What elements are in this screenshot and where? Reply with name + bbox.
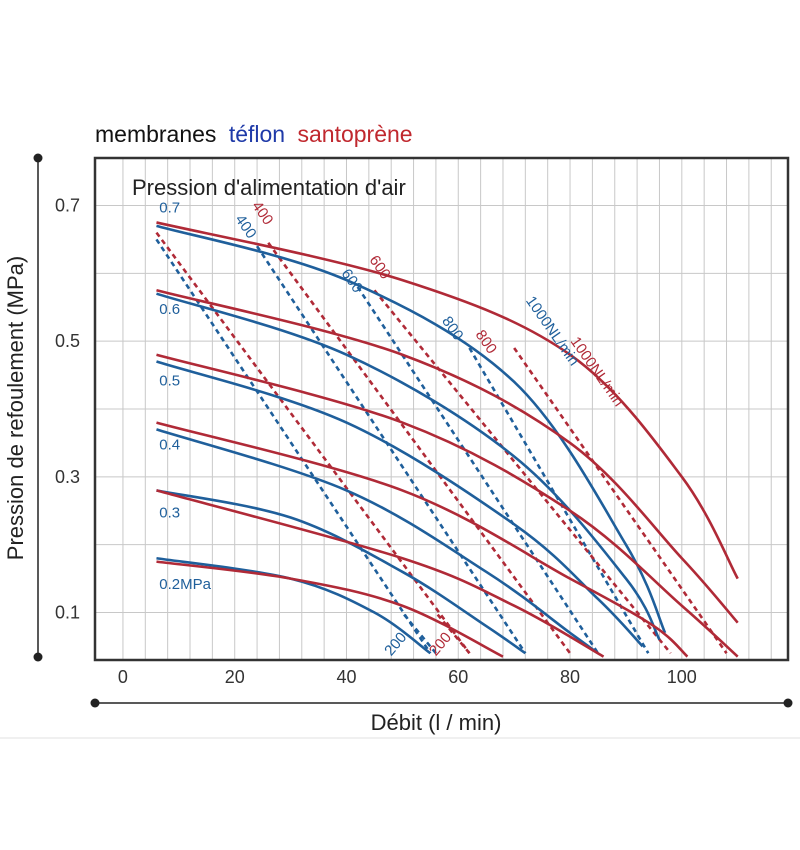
pressure-curve-teflon-0.3 [156, 489, 527, 655]
flow-line-teflon-600 [255, 245, 527, 654]
pressure-curve-teflon-0.6 [156, 292, 661, 641]
flow-line-teflon-800 [356, 286, 600, 654]
x-tick-label: 100 [667, 667, 697, 687]
y-axis: Pression de refoulement (MPa) [3, 153, 43, 662]
x-axis-left-dot [90, 698, 100, 708]
y-tick-label: 0.1 [55, 603, 80, 623]
flow-label-santoprene: 1000NL/min [567, 334, 627, 410]
supply-pressure-label: 0.2MPa [159, 576, 211, 593]
supply-pressure-label: 0.7 [159, 199, 180, 216]
flow-label-santoprene: 600 [366, 252, 394, 282]
supply-pressure-label: 0.4 [159, 437, 180, 454]
pressure-curve-santoprene-0.4 [156, 421, 689, 658]
x-axis-right-dot [783, 698, 793, 708]
x-tick-label: 20 [225, 667, 245, 687]
supply-pressure-label: 0.3 [159, 505, 180, 522]
pressure-curve-santoprene-0.2 [156, 560, 504, 658]
curves [155, 221, 739, 658]
x-tick-label: 60 [448, 667, 468, 687]
flow-label-santoprene: 200 [426, 629, 455, 659]
legend-prefix: membranes [95, 121, 216, 147]
flow-line-santoprene-400 [155, 231, 471, 654]
x-tick-label: 80 [560, 667, 580, 687]
legend-santoprene: santoprène [297, 121, 412, 147]
grid [95, 158, 788, 660]
plot-frame [93, 156, 790, 662]
legend-teflon: téflon [229, 121, 285, 147]
flow-label-santoprene: 800 [472, 327, 500, 357]
y-tick-label: 0.7 [55, 195, 80, 215]
legend-header: membranes téflon santoprène [95, 121, 413, 147]
pressure-curve-teflon-0.5 [156, 360, 644, 648]
y-tick-label: 0.5 [55, 331, 80, 351]
flow-label-teflon: 800 [438, 313, 466, 343]
y-axis-top-dot [33, 153, 43, 163]
y-axis-bottom-dot [33, 652, 43, 662]
pressure-curve-teflon-0.7 [156, 224, 667, 634]
pressure-curve-teflon-0.2 [156, 556, 432, 655]
supply-pressure-label: 0.6 [159, 301, 180, 318]
x-axis-title: Débit (l / min) [371, 710, 502, 735]
flow-line-santoprene-1000NLmin [513, 347, 728, 654]
tick-labels: 0 20 40 60 80 100 0.1 0.3 0.5 0.7 [55, 195, 697, 687]
pressure-curve-santoprene-0.5 [156, 353, 739, 658]
pressure-curve-santoprene-0.7 [156, 221, 739, 580]
flow-line-teflon-400 [155, 238, 432, 654]
x-tick-label: 0 [118, 667, 128, 687]
y-tick-label: 0.3 [55, 467, 80, 487]
chart-title: Pression d'alimentation d'air [132, 175, 406, 200]
y-axis-title: Pression de refoulement (MPa) [3, 256, 28, 560]
pressure-curve-santoprene-0.6 [156, 289, 739, 624]
pressure-curve-teflon-0.4 [156, 428, 599, 655]
x-axis: Débit (l / min) [90, 698, 793, 735]
supply-pressure-label: 0.5 [159, 372, 180, 389]
flow-line-santoprene-800 [373, 289, 672, 655]
x-tick-label: 40 [336, 667, 356, 687]
flow-label-teflon: 600 [338, 266, 366, 296]
flow-line-santoprene-600 [267, 242, 572, 654]
pressure-curve-santoprene-0.3 [156, 489, 605, 658]
